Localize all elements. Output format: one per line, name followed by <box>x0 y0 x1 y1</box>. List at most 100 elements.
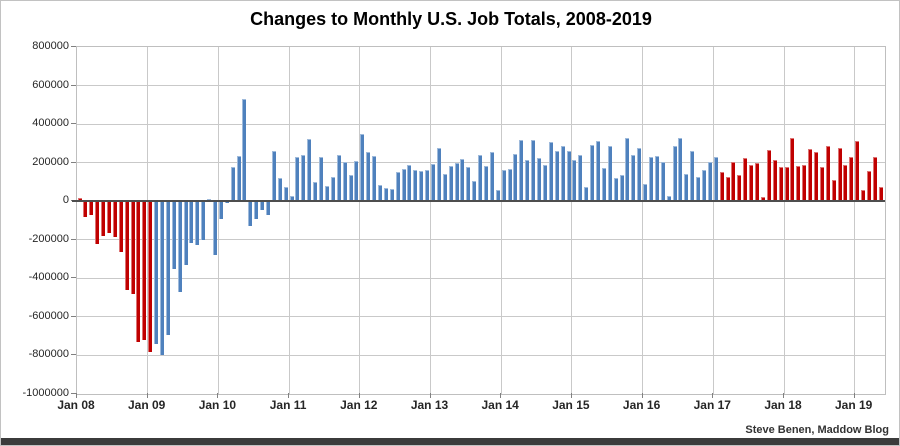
y-axis-tick <box>71 354 76 356</box>
gridline-vertical <box>712 47 714 394</box>
bar <box>154 201 159 344</box>
bar <box>760 197 765 202</box>
y-axis-tick-label: -400000 <box>28 271 69 284</box>
bar <box>866 171 871 202</box>
bar <box>336 154 341 202</box>
gridline-vertical <box>430 47 431 394</box>
x-axis-tick <box>358 393 360 398</box>
bar <box>566 151 571 202</box>
gridline-horizontal <box>77 85 885 87</box>
bar <box>360 133 365 202</box>
bar <box>324 185 329 202</box>
bar <box>855 141 860 202</box>
bar <box>307 138 312 202</box>
bar <box>495 189 500 202</box>
bar <box>348 175 353 202</box>
gridline-vertical <box>642 47 644 394</box>
bar <box>684 174 689 202</box>
bar <box>654 155 659 202</box>
bar <box>425 170 430 202</box>
bar <box>472 180 477 202</box>
bar <box>749 164 754 202</box>
x-axis-tick-label: Jan 17 <box>693 398 731 412</box>
x-axis-tick-label: Jan 18 <box>764 398 802 412</box>
bar <box>242 99 247 202</box>
bar <box>454 162 459 202</box>
bar <box>519 139 524 202</box>
bar <box>872 156 877 202</box>
gridline-vertical <box>288 47 290 394</box>
bar <box>713 156 718 202</box>
bar <box>672 146 677 202</box>
bar <box>849 156 854 202</box>
x-axis-tick <box>712 393 714 398</box>
bar <box>489 152 494 202</box>
gridline-horizontal <box>77 123 885 125</box>
bar <box>678 137 683 202</box>
bar <box>743 157 748 202</box>
bar <box>95 201 100 244</box>
bar <box>201 201 206 240</box>
bar <box>159 201 164 356</box>
x-axis-tick-label: Jan 13 <box>410 398 449 412</box>
bar <box>442 174 447 202</box>
bar <box>189 201 194 243</box>
bar <box>436 148 441 202</box>
gridline-horizontal <box>77 277 885 279</box>
gridline-horizontal <box>77 239 885 241</box>
y-axis-tick-label: -1000000 <box>22 387 70 399</box>
bar <box>89 201 94 215</box>
bar <box>595 141 600 202</box>
bar <box>696 177 701 202</box>
bar <box>660 161 665 202</box>
bar <box>330 177 335 202</box>
bar <box>354 160 359 202</box>
bar <box>601 168 606 202</box>
x-axis-tick-label: Jan 16 <box>622 398 661 412</box>
gridline-horizontal <box>77 354 885 356</box>
gridline-vertical <box>783 47 785 394</box>
bar <box>784 167 789 202</box>
bar <box>289 196 294 202</box>
bar <box>607 146 612 202</box>
bar <box>83 201 88 217</box>
x-axis-tick-label: Jan 08 <box>57 398 95 412</box>
bar <box>195 201 200 245</box>
bar <box>707 161 712 202</box>
bar <box>213 201 217 256</box>
bar <box>825 146 830 202</box>
y-axis-tick-label: 200000 <box>32 155 69 168</box>
y-axis-tick-label: 400000 <box>32 117 69 130</box>
bar <box>118 201 123 253</box>
bar <box>737 175 742 202</box>
plot-area <box>72 46 886 395</box>
bar <box>383 187 388 202</box>
bar <box>501 170 506 202</box>
bar <box>407 164 412 202</box>
x-axis-tick-label: Jan 12 <box>340 398 378 412</box>
bar <box>295 156 300 202</box>
bar <box>861 189 866 202</box>
bar <box>619 175 624 202</box>
x-axis-tick <box>288 393 290 398</box>
bar <box>230 167 235 202</box>
bar <box>637 148 642 202</box>
y-axis-labels: 800000 600000 400000 200000 0 -200000 -400000 -… <box>1 40 70 399</box>
gridline-vertical <box>854 47 856 394</box>
x-axis-tick <box>570 393 572 398</box>
y-axis-tick <box>71 238 76 240</box>
bar <box>165 201 170 336</box>
x-axis-tick-label: Jan 19 <box>835 398 873 412</box>
bar <box>590 145 595 202</box>
bar <box>548 142 553 202</box>
bar <box>372 155 377 202</box>
y-axis-tick <box>71 277 76 279</box>
bar <box>796 165 801 202</box>
bar <box>554 151 559 202</box>
bar <box>537 157 542 202</box>
bottom-border-strip <box>1 438 899 445</box>
gridline-vertical <box>359 47 361 394</box>
bar <box>301 154 306 202</box>
y-axis-tick <box>71 84 76 86</box>
bar <box>702 170 707 202</box>
